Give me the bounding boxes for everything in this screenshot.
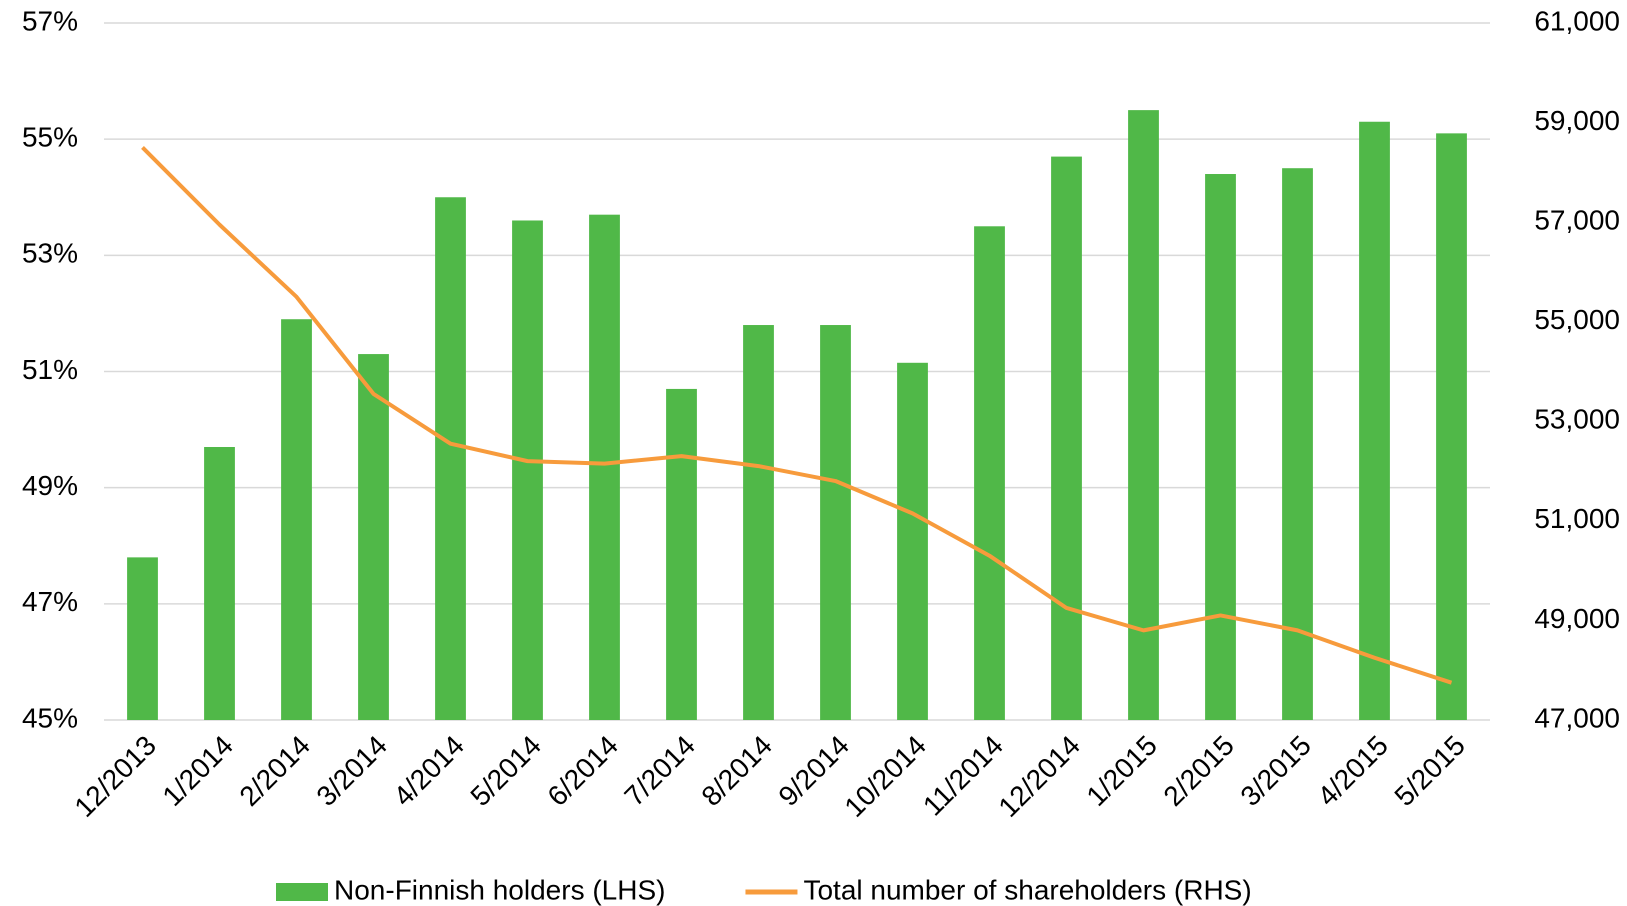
bar bbox=[127, 557, 158, 720]
y2-tick-label: 59,000 bbox=[1534, 105, 1620, 136]
x-tick-label: 1/2015 bbox=[1080, 730, 1162, 812]
bar bbox=[358, 354, 389, 720]
y2-tick-label: 49,000 bbox=[1534, 603, 1620, 634]
y-tick-label: 51% bbox=[22, 354, 78, 385]
y2-tick-label: 57,000 bbox=[1534, 205, 1620, 236]
y2-tick-label: 53,000 bbox=[1534, 404, 1620, 435]
x-tick-label: 8/2014 bbox=[695, 730, 777, 812]
y-tick-label: 47% bbox=[22, 586, 78, 617]
x-tick-label: 4/2014 bbox=[387, 730, 469, 812]
x-tick-label: 3/2014 bbox=[310, 730, 392, 812]
x-tick-label: 1/2014 bbox=[156, 730, 238, 812]
x-tick-label: 6/2014 bbox=[541, 730, 623, 812]
x-tick-label: 11/2014 bbox=[917, 730, 1009, 822]
y-tick-label: 55% bbox=[22, 122, 78, 153]
bar bbox=[512, 220, 543, 720]
bar bbox=[281, 319, 312, 720]
y2-tick-label: 47,000 bbox=[1534, 702, 1620, 733]
x-tick-label: 2/2014 bbox=[233, 730, 315, 812]
bar bbox=[1205, 174, 1236, 720]
x-tick-label: 3/2015 bbox=[1234, 730, 1316, 812]
bar bbox=[974, 226, 1005, 720]
y2-tick-label: 61,000 bbox=[1534, 5, 1620, 36]
line bbox=[141, 146, 1453, 685]
x-tick-label: 12/2014 bbox=[992, 730, 1085, 823]
bar bbox=[897, 362, 928, 720]
bar bbox=[589, 214, 620, 721]
x-tick-label: 10/2014 bbox=[838, 730, 931, 823]
bar bbox=[435, 197, 466, 720]
x-tick-label: 5/2014 bbox=[464, 730, 546, 812]
legend-label: Total number of shareholders (RHS) bbox=[803, 874, 1251, 905]
bar bbox=[743, 325, 774, 720]
y-tick-label: 45% bbox=[22, 702, 78, 733]
x-tick-label: 5/2015 bbox=[1388, 730, 1470, 812]
x-tick-label: 7/2014 bbox=[618, 730, 700, 812]
bar bbox=[1128, 110, 1159, 720]
y-tick-label: 57% bbox=[22, 5, 78, 36]
y-tick-label: 49% bbox=[22, 470, 78, 501]
x-tick-label: 4/2015 bbox=[1311, 730, 1393, 812]
x-tick-label: 2/2015 bbox=[1157, 730, 1239, 812]
bar bbox=[820, 325, 851, 720]
bar bbox=[666, 388, 697, 720]
legend-swatch bbox=[276, 883, 328, 901]
legend-label: Non-Finnish holders (LHS) bbox=[334, 874, 665, 905]
bar bbox=[1436, 133, 1467, 720]
x-tick-label: 12/2013 bbox=[68, 730, 161, 823]
bar bbox=[204, 447, 235, 720]
bar bbox=[1051, 156, 1082, 720]
y2-tick-label: 55,000 bbox=[1534, 304, 1620, 335]
y-tick-label: 53% bbox=[22, 238, 78, 269]
bar bbox=[1359, 121, 1390, 720]
bar bbox=[1282, 168, 1313, 721]
y2-tick-label: 51,000 bbox=[1534, 503, 1620, 534]
